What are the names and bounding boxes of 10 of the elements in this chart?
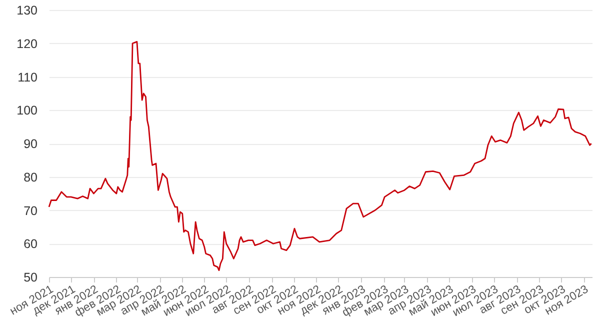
y-tick-label: 80 <box>24 170 38 184</box>
y-tick-label: 90 <box>24 137 38 151</box>
y-tick-label: 120 <box>16 36 38 51</box>
y-tick-label: 60 <box>24 237 38 252</box>
y-tick-label: 100 <box>16 104 38 118</box>
y-tick-label: 70 <box>24 204 38 218</box>
y-tick-label: 110 <box>18 70 38 84</box>
y-tick-label: 50 <box>24 270 38 284</box>
y-tick-label: 130 <box>16 4 38 18</box>
line-series <box>48 41 592 272</box>
